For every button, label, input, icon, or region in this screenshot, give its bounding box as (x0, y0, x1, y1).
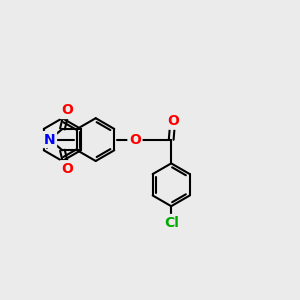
Text: O: O (167, 114, 178, 128)
Text: Cl: Cl (164, 215, 178, 230)
Text: O: O (129, 133, 141, 147)
Text: N: N (44, 133, 56, 147)
Text: O: O (61, 162, 73, 176)
Text: O: O (61, 103, 73, 118)
